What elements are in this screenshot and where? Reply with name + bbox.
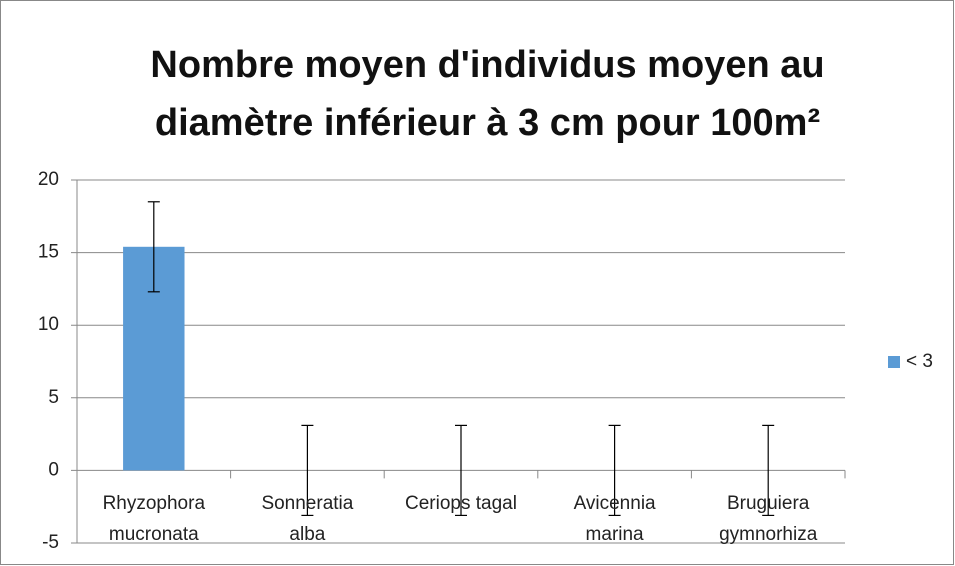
y-tick-label: 0 xyxy=(48,459,59,480)
error-bar xyxy=(147,201,160,293)
x-tick-label: Rhyzophora mucronata xyxy=(102,493,206,546)
y-tick-label: 15 xyxy=(38,242,59,263)
y-tick-label: -5 xyxy=(42,532,59,553)
legend-label: < 3 xyxy=(906,351,933,372)
y-tick-label: 20 xyxy=(38,169,59,190)
error-bar xyxy=(301,424,314,517)
x-tick-label: Ceriops tagal xyxy=(405,493,517,515)
x-tick-label: Bruguiera gymnorhiza xyxy=(719,493,818,546)
x-tick-label: Sonneratia alba xyxy=(261,493,354,546)
chart-title: Nombre moyen d'individus moyen au diamèt… xyxy=(150,44,825,144)
legend-swatch xyxy=(888,356,900,368)
x-tick-label: Avicennia marina xyxy=(573,493,656,546)
error-bar xyxy=(762,424,775,517)
error-bar xyxy=(455,424,467,517)
y-tick-label: 10 xyxy=(38,314,59,335)
error-bar xyxy=(608,424,621,517)
y-tick-label: 5 xyxy=(48,387,59,408)
